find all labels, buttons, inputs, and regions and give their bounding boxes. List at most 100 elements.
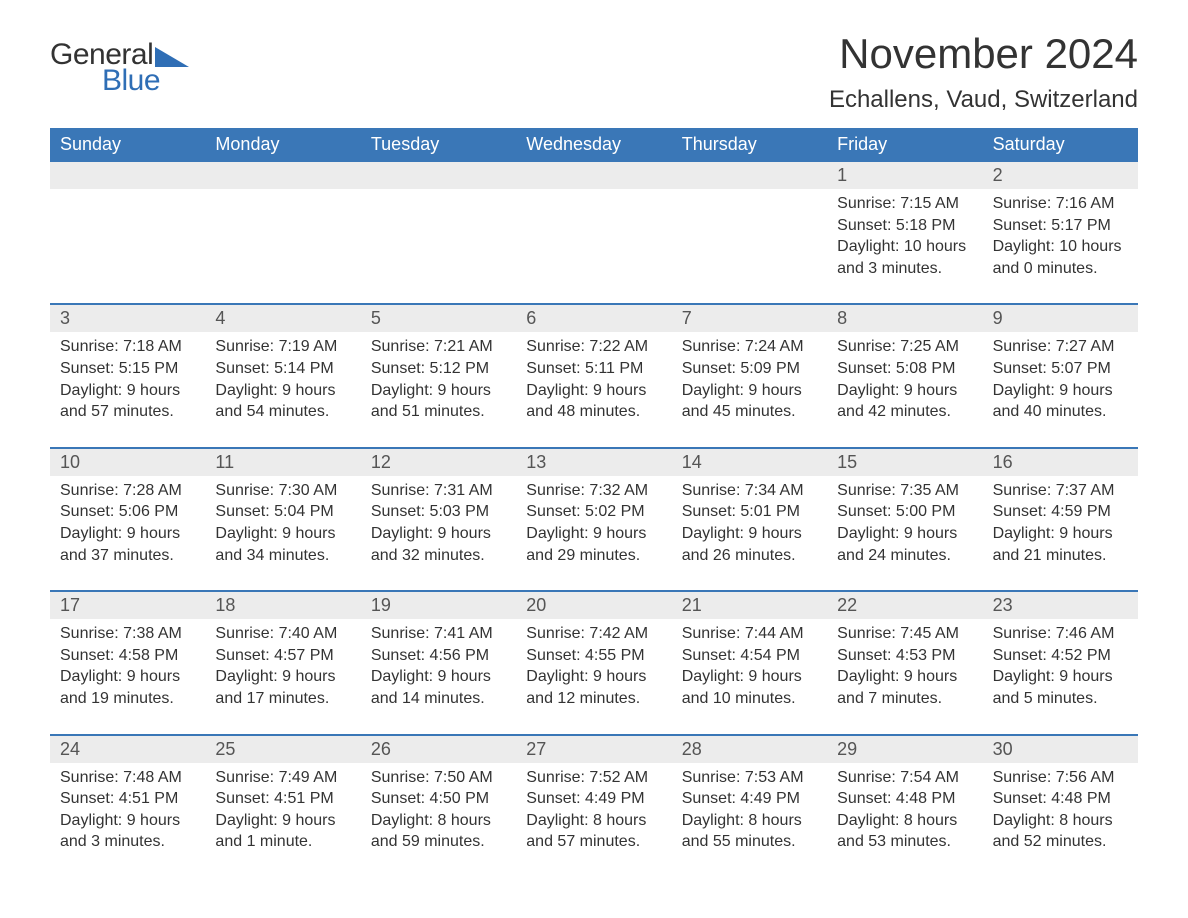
daylight-text: and 55 minutes. xyxy=(682,831,817,853)
day-cell: Sunrise: 7:48 AMSunset: 4:51 PMDaylight:… xyxy=(50,763,205,859)
sunset-text: Sunset: 5:15 PM xyxy=(60,358,195,380)
sunrise-text: Sunrise: 7:46 AM xyxy=(993,623,1128,645)
day-number-row: 3456789 xyxy=(50,305,1138,332)
daylight-text: Daylight: 10 hours xyxy=(993,236,1128,258)
day-number: 29 xyxy=(827,736,982,763)
day-cell: Sunrise: 7:24 AMSunset: 5:09 PMDaylight:… xyxy=(672,332,827,428)
day-number: 7 xyxy=(672,305,827,332)
day-number-row: 10111213141516 xyxy=(50,449,1138,476)
page-header: General Blue November 2024 Echallens, Va… xyxy=(50,30,1138,114)
day-number xyxy=(205,162,360,189)
day-number: 1 xyxy=(827,162,982,189)
daylight-text: Daylight: 9 hours xyxy=(837,666,972,688)
day-number: 18 xyxy=(205,592,360,619)
daylight-text: Daylight: 9 hours xyxy=(993,666,1128,688)
sunrise-text: Sunrise: 7:18 AM xyxy=(60,336,195,358)
sunset-text: Sunset: 4:51 PM xyxy=(215,788,350,810)
sunset-text: Sunset: 5:09 PM xyxy=(682,358,817,380)
sunset-text: Sunset: 5:03 PM xyxy=(371,501,506,523)
day-cell: Sunrise: 7:38 AMSunset: 4:58 PMDaylight:… xyxy=(50,619,205,715)
sunset-text: Sunset: 4:50 PM xyxy=(371,788,506,810)
sunset-text: Sunset: 5:01 PM xyxy=(682,501,817,523)
calendar-week: 12Sunrise: 7:15 AMSunset: 5:18 PMDayligh… xyxy=(50,162,1138,285)
daylight-text: Daylight: 9 hours xyxy=(993,380,1128,402)
daylight-text: Daylight: 9 hours xyxy=(526,523,661,545)
col-header: Saturday xyxy=(983,128,1138,162)
day-cell: Sunrise: 7:19 AMSunset: 5:14 PMDaylight:… xyxy=(205,332,360,428)
calendar-week: 3456789 Sunrise: 7:18 AMSunset: 5:15 PM Da… xyxy=(50,303,1138,428)
sunrise-text: Sunrise: 7:28 AM xyxy=(60,480,195,502)
daylight-text: Daylight: 9 hours xyxy=(526,666,661,688)
day-cell: Sunrise: 7:54 AMSunset: 4:48 PMDaylight:… xyxy=(827,763,982,859)
day-cell: Sunrise: 7:52 AMSunset: 4:49 PMDaylight:… xyxy=(516,763,671,859)
sunrise-text: Sunrise: 7:50 AM xyxy=(371,767,506,789)
calendar-week: 24252627282930Sunrise: 7:48 AMSunset: 4:… xyxy=(50,734,1138,859)
day-number-row: 12 xyxy=(50,162,1138,189)
daylight-text: Daylight: 8 hours xyxy=(371,810,506,832)
day-number-row: 17181920212223 xyxy=(50,592,1138,619)
sunset-text: Sunset: 4:54 PM xyxy=(682,645,817,667)
day-cell: Sunrise: 7:53 AMSunset: 4:49 PMDaylight:… xyxy=(672,763,827,859)
daylight-text: and 24 minutes. xyxy=(837,545,972,567)
daylight-text: Daylight: 9 hours xyxy=(60,666,195,688)
day-number: 12 xyxy=(361,449,516,476)
calendar: Sunday Monday Tuesday Wednesday Thursday… xyxy=(50,128,1138,859)
sunrise-text: Sunrise: 7:54 AM xyxy=(837,767,972,789)
day-cell: Sunrise: 7:25 AMSunset: 5:08 PMDaylight:… xyxy=(827,332,982,428)
sunrise-text: Sunrise: 7:37 AM xyxy=(993,480,1128,502)
sunset-text: Sunset: 4:52 PM xyxy=(993,645,1128,667)
col-header: Thursday xyxy=(672,128,827,162)
col-header: Tuesday xyxy=(361,128,516,162)
sunrise-text: Sunrise: 7:21 AM xyxy=(371,336,506,358)
day-number xyxy=(361,162,516,189)
daylight-text: and 19 minutes. xyxy=(60,688,195,710)
day-number: 30 xyxy=(983,736,1138,763)
day-number: 14 xyxy=(672,449,827,476)
sunset-text: Sunset: 5:11 PM xyxy=(526,358,661,380)
sunrise-text: Sunrise: 7:34 AM xyxy=(682,480,817,502)
col-header: Sunday xyxy=(50,128,205,162)
sunset-text: Sunset: 5:08 PM xyxy=(837,358,972,380)
day-cell: Sunrise: 7:21 AMSunset: 5:12 PMDaylight:… xyxy=(361,332,516,428)
sunrise-text: Sunrise: 7:27 AM xyxy=(993,336,1128,358)
day-cell: Sunrise: 7:30 AMSunset: 5:04 PMDaylight:… xyxy=(205,476,360,572)
col-header: Monday xyxy=(205,128,360,162)
day-number: 17 xyxy=(50,592,205,619)
day-number: 13 xyxy=(516,449,671,476)
daylight-text: Daylight: 9 hours xyxy=(837,523,972,545)
day-cell: Sunrise: 7:49 AMSunset: 4:51 PMDaylight:… xyxy=(205,763,360,859)
daylight-text: and 21 minutes. xyxy=(993,545,1128,567)
sunset-text: Sunset: 4:51 PM xyxy=(60,788,195,810)
daylight-text: Daylight: 9 hours xyxy=(215,523,350,545)
day-number: 16 xyxy=(983,449,1138,476)
daylight-text: and 45 minutes. xyxy=(682,401,817,423)
sunrise-text: Sunrise: 7:38 AM xyxy=(60,623,195,645)
sunrise-text: Sunrise: 7:49 AM xyxy=(215,767,350,789)
sunset-text: Sunset: 4:53 PM xyxy=(837,645,972,667)
day-number: 23 xyxy=(983,592,1138,619)
sunrise-text: Sunrise: 7:32 AM xyxy=(526,480,661,502)
day-cell: Sunrise: 7:32 AMSunset: 5:02 PMDaylight:… xyxy=(516,476,671,572)
sunset-text: Sunset: 4:48 PM xyxy=(837,788,972,810)
sunset-text: Sunset: 5:04 PM xyxy=(215,501,350,523)
sunrise-text: Sunrise: 7:24 AM xyxy=(682,336,817,358)
sunrise-text: Sunrise: 7:44 AM xyxy=(682,623,817,645)
daylight-text: and 1 minute. xyxy=(215,831,350,853)
day-cell xyxy=(361,189,516,285)
daylight-text: and 59 minutes. xyxy=(371,831,506,853)
day-number: 4 xyxy=(205,305,360,332)
day-number: 22 xyxy=(827,592,982,619)
sunset-text: Sunset: 5:02 PM xyxy=(526,501,661,523)
calendar-week: 10111213141516 Sunrise: 7:28 AM Sunset: 5:… xyxy=(50,447,1138,572)
daylight-text: Daylight: 9 hours xyxy=(60,523,195,545)
sunrise-text: Sunrise: 7:41 AM xyxy=(371,623,506,645)
sunset-text: Sunset: 5:07 PM xyxy=(993,358,1128,380)
day-number: 25 xyxy=(205,736,360,763)
daylight-text: and 3 minutes. xyxy=(837,258,972,280)
logo-text-blue: Blue xyxy=(102,64,160,98)
daylight-text: and 37 minutes. xyxy=(60,545,195,567)
daylight-text: Daylight: 9 hours xyxy=(215,666,350,688)
sunrise-text: Sunrise: 7:56 AM xyxy=(993,767,1128,789)
sunset-text: Sunset: 4:56 PM xyxy=(371,645,506,667)
sunset-text: Sunset: 4:55 PM xyxy=(526,645,661,667)
